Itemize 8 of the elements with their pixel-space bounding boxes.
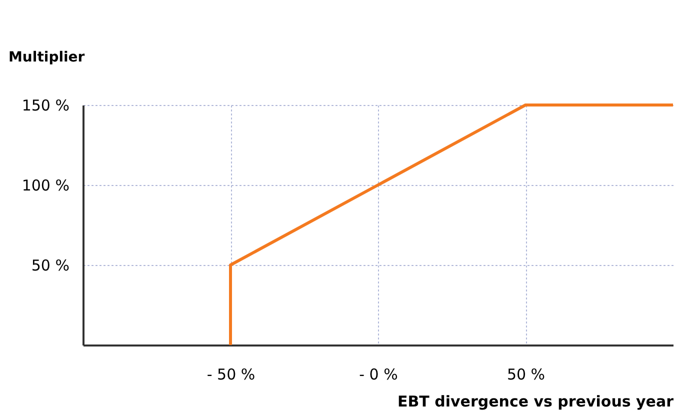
y-tick-label: 150 % bbox=[22, 96, 70, 114]
x-tick-label: - 0 % bbox=[359, 366, 398, 384]
x-tick-label: 50 % bbox=[506, 366, 546, 384]
y-tick-label: 50 % bbox=[31, 256, 70, 274]
y-tick-label: 100 % bbox=[22, 176, 70, 194]
y-axis-title: Multiplier bbox=[8, 50, 85, 66]
x-tick-label: - 50 % bbox=[206, 366, 256, 384]
x-axis-title: EBT divergence vs previous year bbox=[398, 392, 674, 410]
